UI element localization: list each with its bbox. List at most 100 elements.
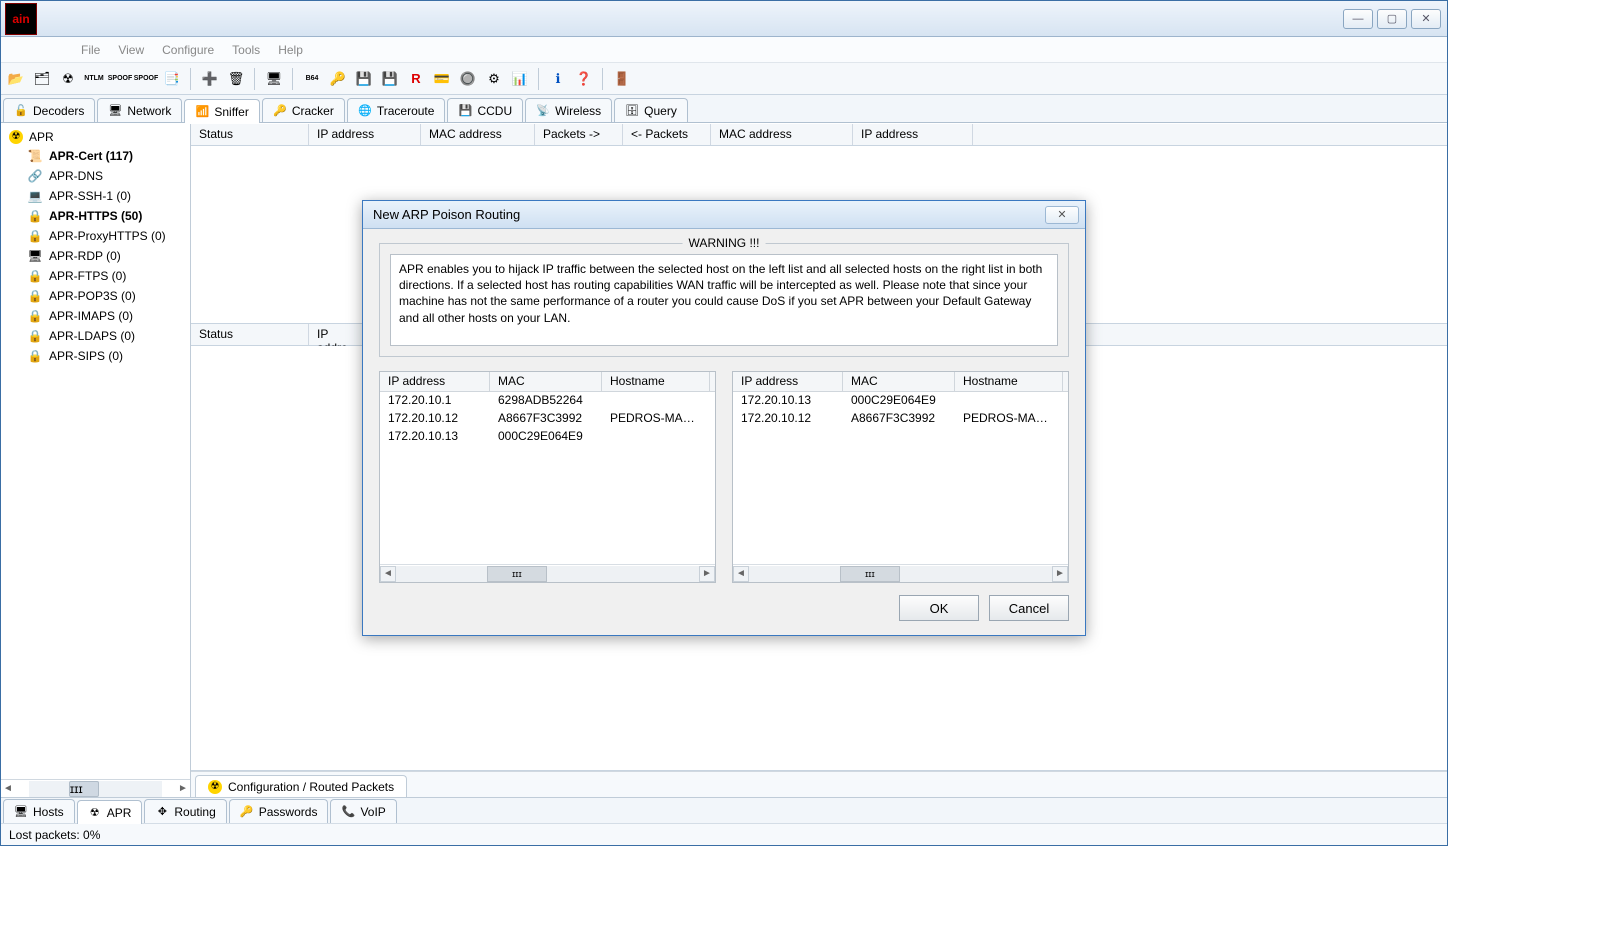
subtab-config[interactable]: ☢ Configuration / Routed Packets <box>195 775 407 797</box>
list-row[interactable]: 172.20.10.12A8667F3C3992PEDROS-MACB... <box>380 410 715 428</box>
maximize-button[interactable]: ▢ <box>1377 9 1407 29</box>
column-header[interactable]: Hostname <box>955 372 1063 391</box>
toolbar-button-21[interactable]: 🚪 <box>611 68 633 90</box>
toolbar-button-8[interactable]: 🗑 <box>225 68 247 90</box>
tab-network[interactable]: 🖥Network <box>97 98 182 122</box>
tab-ccdu[interactable]: 💾CCDU <box>447 98 523 122</box>
list-row[interactable]: 172.20.10.16298ADB52264 <box>380 392 715 410</box>
toolbar-button-4[interactable]: SPOOF <box>109 68 131 90</box>
toolbar-button-14[interactable]: R <box>405 68 427 90</box>
toolbar-button-13[interactable]: 💾 <box>379 68 401 90</box>
menu-view[interactable]: View <box>118 43 144 57</box>
toolbar-button-7[interactable]: ➕ <box>199 68 221 90</box>
column-header[interactable]: IP address <box>733 372 843 391</box>
toolbar-button-15[interactable]: 💳 <box>431 68 453 90</box>
left-list-body[interactable]: 172.20.10.16298ADB52264172.20.10.12A8667… <box>380 392 715 564</box>
dialog-close-button[interactable]: ✕ <box>1045 206 1079 224</box>
column-header[interactable]: IP addre <box>309 324 369 345</box>
right-list-body[interactable]: 172.20.10.13000C29E064E9172.20.10.12A866… <box>733 392 1068 564</box>
bottom-tab-voip[interactable]: 📞VoIP <box>330 799 396 823</box>
tab-traceroute[interactable]: 🌐Traceroute <box>347 98 446 122</box>
toolbar-button-5[interactable]: SPOOF <box>135 68 157 90</box>
tree-item[interactable]: 🔒APR-LDAPS (0) <box>1 326 190 346</box>
column-header[interactable]: MAC <box>843 372 955 391</box>
tree-item[interactable]: 🔒APR-POP3S (0) <box>1 286 190 306</box>
toolbar-button-11[interactable]: 🔑 <box>327 68 349 90</box>
scroll-right-icon[interactable]: ► <box>1052 566 1068 582</box>
tab-query[interactable]: 🗄Query <box>614 98 688 122</box>
left-listview[interactable]: IP addressMACHostname 172.20.10.16298ADB… <box>379 371 716 583</box>
scroll-right-icon[interactable]: ► <box>176 781 190 797</box>
scroll-left-icon[interactable]: ◄ <box>1 781 15 797</box>
cancel-button[interactable]: Cancel <box>989 595 1069 621</box>
tree-item[interactable]: 🔒APR-ProxyHTTPS (0) <box>1 226 190 246</box>
scroll-thumb[interactable]: ɪɪɪ <box>69 781 99 797</box>
toolbar-button-10[interactable]: B64 <box>301 68 323 90</box>
column-header[interactable]: MAC address <box>421 124 535 145</box>
scroll-right-icon[interactable]: ► <box>699 566 715 582</box>
column-header[interactable]: Status <box>191 124 309 145</box>
menu-tools[interactable]: Tools <box>232 43 260 57</box>
toolbar-button-16[interactable]: 🔘 <box>457 68 479 90</box>
bottom-tab-passwords[interactable]: 🔑Passwords <box>229 799 329 823</box>
list-row[interactable]: 172.20.10.12A8667F3C3992PEDROS-MACB... <box>733 410 1068 428</box>
bottom-tab-hosts[interactable]: 🖥Hosts <box>3 799 75 823</box>
bottom-tab-routing[interactable]: ✥Routing <box>144 799 226 823</box>
column-header[interactable]: MAC address <box>711 124 853 145</box>
toolbar-button-20[interactable]: ❓ <box>573 68 595 90</box>
right-listview[interactable]: IP addressMACHostname 172.20.10.13000C29… <box>732 371 1069 583</box>
menu-configure[interactable]: Configure <box>162 43 214 57</box>
tree-item[interactable]: 🔒APR-SIPS (0) <box>1 346 190 366</box>
list-row[interactable]: 172.20.10.13000C29E064E9 <box>380 428 715 446</box>
tree-item[interactable]: 💻APR-SSH-1 (0) <box>1 186 190 206</box>
toolbar-button-9[interactable]: 🖥 <box>263 68 285 90</box>
tab-cracker[interactable]: 🔑Cracker <box>262 98 345 122</box>
toolbar-button-2[interactable]: ☢ <box>57 68 79 90</box>
column-header[interactable]: <- Packets <box>623 124 711 145</box>
column-header[interactable]: IP address <box>380 372 490 391</box>
column-header[interactable]: Status <box>191 324 309 345</box>
scroll-left-icon[interactable]: ◄ <box>733 566 749 582</box>
scroll-left-icon[interactable]: ◄ <box>380 566 396 582</box>
scroll-thumb[interactable]: ɪɪɪ <box>487 566 547 582</box>
column-header[interactable]: Hostname <box>602 372 710 391</box>
toolbar-button-18[interactable]: 📊 <box>509 68 531 90</box>
toolbar-button-6[interactable]: 📑 <box>161 68 183 90</box>
tab-sniffer[interactable]: 📶Sniffer <box>184 99 259 123</box>
left-scrollbar[interactable]: ◄ ɪɪɪ ► <box>380 564 715 582</box>
menu-help[interactable]: Help <box>278 43 303 57</box>
column-header[interactable]: IP address <box>309 124 421 145</box>
menu-file[interactable]: File <box>81 43 100 57</box>
cell-host: PEDROS-MACB... <box>602 410 710 428</box>
tree-item[interactable]: 🖥APR-RDP (0) <box>1 246 190 266</box>
toolbar-button-12[interactable]: 💾 <box>353 68 375 90</box>
column-header[interactable]: IP address <box>853 124 973 145</box>
scroll-track[interactable]: ɪɪɪ <box>29 781 162 797</box>
sidebar-scrollbar[interactable]: ◄ ɪɪɪ ► <box>1 779 190 797</box>
scroll-thumb[interactable]: ɪɪɪ <box>840 566 900 582</box>
tree-item[interactable]: 🔗APR-DNS <box>1 166 190 186</box>
statusbar: Lost packets: 0% <box>1 823 1447 845</box>
tab-decoders[interactable]: 🔓Decoders <box>3 98 95 122</box>
toolbar-button-0[interactable]: 📂 <box>5 68 27 90</box>
toolbar-button-1[interactable]: 🗂 <box>31 68 53 90</box>
tab-label: VoIP <box>360 805 385 819</box>
bottom-tab-apr[interactable]: ☢APR <box>77 800 143 824</box>
column-header[interactable]: Packets -> <box>535 124 623 145</box>
minimize-button[interactable]: — <box>1343 9 1373 29</box>
tree-item[interactable]: 🔒APR-HTTPS (50) <box>1 206 190 226</box>
tab-wireless[interactable]: 📡Wireless <box>525 98 612 122</box>
tree-root[interactable]: ☢ APR <box>1 128 190 146</box>
tree-item[interactable]: 📜APR-Cert (117) <box>1 146 190 166</box>
tree: ☢ APR 📜APR-Cert (117)🔗APR-DNS💻APR-SSH-1 … <box>1 124 190 779</box>
tree-item[interactable]: 🔒APR-FTPS (0) <box>1 266 190 286</box>
toolbar-button-3[interactable]: NTLM <box>83 68 105 90</box>
right-scrollbar[interactable]: ◄ ɪɪɪ ► <box>733 564 1068 582</box>
toolbar-button-19[interactable]: ℹ <box>547 68 569 90</box>
ok-button[interactable]: OK <box>899 595 979 621</box>
column-header[interactable]: MAC <box>490 372 602 391</box>
close-button[interactable]: ✕ <box>1411 9 1441 29</box>
tree-item[interactable]: 🔒APR-IMAPS (0) <box>1 306 190 326</box>
toolbar-button-17[interactable]: ⚙ <box>483 68 505 90</box>
list-row[interactable]: 172.20.10.13000C29E064E9 <box>733 392 1068 410</box>
